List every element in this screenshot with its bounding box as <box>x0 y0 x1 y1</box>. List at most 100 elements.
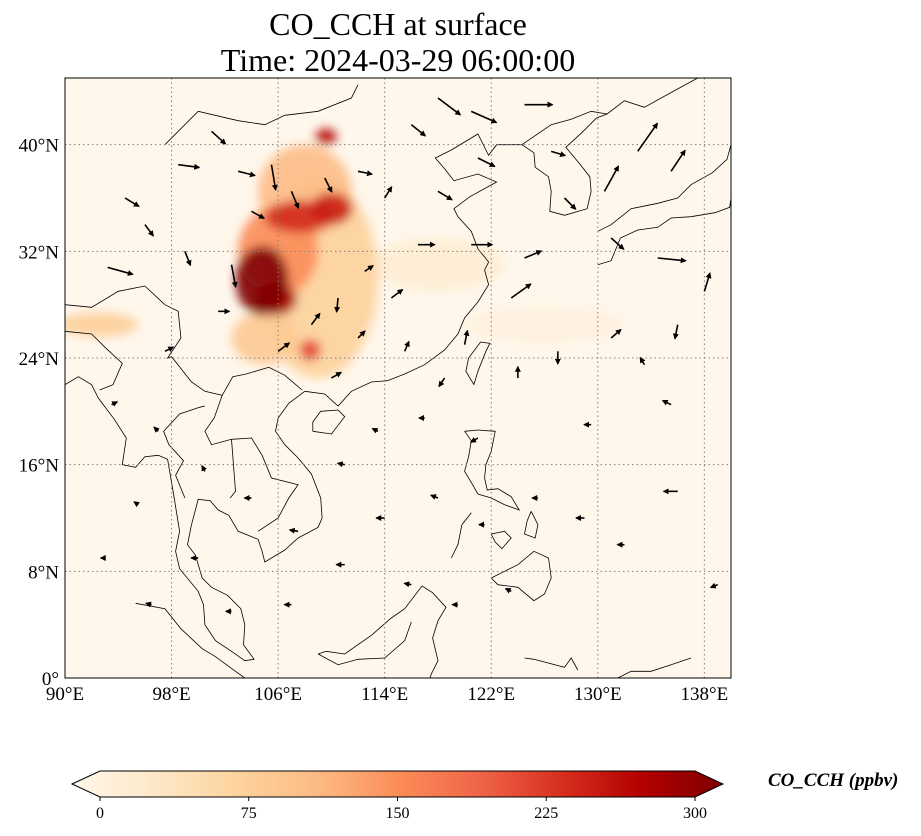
wind-arrow <box>310 312 321 326</box>
wind-arrow <box>111 401 119 407</box>
map-title-line2: Time: 2024-03-29 06:00:00 <box>220 42 576 78</box>
wind-arrow <box>410 124 427 137</box>
wind-arrow <box>201 464 207 472</box>
x-tick-label: 90°E <box>46 684 84 705</box>
wind-arrow <box>371 427 379 434</box>
wind-arrow <box>470 437 479 443</box>
x-tick-label: 122°E <box>467 684 515 705</box>
colorbar-ticks: 0 75 150 225 300 <box>96 797 707 822</box>
y-tick-label: 8°N <box>28 562 59 583</box>
wind-arrow <box>184 251 192 267</box>
concentration-blob <box>299 339 321 361</box>
wind-arrow <box>657 257 687 264</box>
wind-arrow <box>277 342 291 352</box>
concentration-blob <box>231 311 299 365</box>
wind-arrow <box>107 266 134 276</box>
y-axis-ticks: 0° 8°N 16°N 24°N 32°N 40°N <box>19 136 60 690</box>
wind-arrow <box>331 371 343 379</box>
wind-arrow <box>477 157 496 168</box>
concentration-blob <box>371 237 505 292</box>
coastline-segment <box>521 110 608 146</box>
coastline-segment <box>164 304 303 396</box>
wind-arrow <box>437 190 453 201</box>
coastline-segment <box>317 585 447 678</box>
colorbar: 0 75 150 225 300 <box>70 770 725 822</box>
wind-arrow <box>133 501 140 508</box>
wind-arrow <box>510 283 532 299</box>
coastline-segment <box>521 78 698 216</box>
wind-arrow <box>637 122 659 152</box>
coastline-segment <box>490 530 512 550</box>
wind-arrow <box>153 426 160 433</box>
wind-arrow <box>384 185 393 199</box>
colorbar-tick-label: 0 <box>96 805 104 822</box>
y-tick-label: 32°N <box>19 242 60 263</box>
coastline-segment <box>465 341 491 385</box>
wind-arrow <box>288 527 299 534</box>
wind-arrow <box>709 582 718 589</box>
colorbar-tick-label: 225 <box>534 805 558 822</box>
wind-arrow <box>357 170 374 177</box>
coastline-segment <box>163 405 205 499</box>
coastline-segment <box>464 429 521 511</box>
y-tick-label: 40°N <box>19 136 60 157</box>
coastline-segment <box>597 197 731 266</box>
wind-arrow <box>237 170 256 178</box>
coastlines <box>65 78 731 678</box>
wind-arrow <box>336 461 345 468</box>
coastline-segment <box>317 621 412 666</box>
wind-arrow <box>403 581 412 588</box>
wind-arrow <box>437 97 462 116</box>
gridlines <box>65 78 731 678</box>
coastline-segment <box>164 84 359 145</box>
wind-arrow <box>357 330 366 339</box>
wind-arrow <box>210 130 227 145</box>
colorbar-tick-label: 150 <box>386 805 410 822</box>
x-tick-label: 130°E <box>574 684 622 705</box>
map-title-line1: CO_CCH at surface <box>269 6 527 42</box>
wind-arrow <box>270 164 278 191</box>
wind-arrow <box>334 297 341 313</box>
map-frame <box>64 77 732 679</box>
wind-arrow <box>430 494 439 500</box>
coastline-segment <box>524 657 579 671</box>
coastline-segment <box>135 602 246 678</box>
wind-arrow <box>470 110 498 124</box>
wind-arrow <box>463 329 470 345</box>
x-tick-label: 138°E <box>681 684 729 705</box>
map-background <box>65 78 731 678</box>
wind-arrow <box>164 346 175 353</box>
coastline-segment <box>524 511 539 539</box>
wind-arrow <box>144 224 154 237</box>
wind-arrow <box>563 197 577 210</box>
x-tick-label: 106°E <box>254 684 302 705</box>
y-tick-label: 16°N <box>19 456 60 477</box>
concentration-blob <box>310 192 353 225</box>
coastline-segment <box>490 550 552 602</box>
wind-arrow <box>251 210 265 220</box>
wind-vectors <box>99 97 718 615</box>
coastline-segment <box>312 409 346 435</box>
wind-arrow <box>438 377 446 388</box>
wind-arrow <box>403 340 410 352</box>
wind-arrow <box>124 197 140 208</box>
y-tick-label: 0° <box>42 669 59 690</box>
colorbar-label: CO_CCH (ppbv) <box>768 770 899 791</box>
wind-arrow <box>230 264 238 289</box>
coastline-segment <box>65 330 123 391</box>
wind-arrow <box>364 265 374 272</box>
wind-arrow <box>290 191 300 210</box>
map-axes: 90°E 98°E 106°E 114°E 122°E 130°E 138°E 0° 8°N 1… <box>19 77 732 705</box>
wind-arrow <box>639 356 646 366</box>
wind-arrow <box>550 150 567 157</box>
coastline-segment <box>597 144 731 232</box>
coastline-segment <box>450 512 472 559</box>
x-tick-label: 98°E <box>152 684 190 705</box>
wind-arrow <box>661 399 672 406</box>
wind-arrow <box>504 587 512 594</box>
wind-arrow <box>324 177 333 193</box>
wind-arrow <box>610 328 622 339</box>
wind-arrow <box>672 324 679 340</box>
x-axis-ticks: 90°E 98°E 106°E 114°E 122°E 130°E 138°E <box>46 684 728 705</box>
